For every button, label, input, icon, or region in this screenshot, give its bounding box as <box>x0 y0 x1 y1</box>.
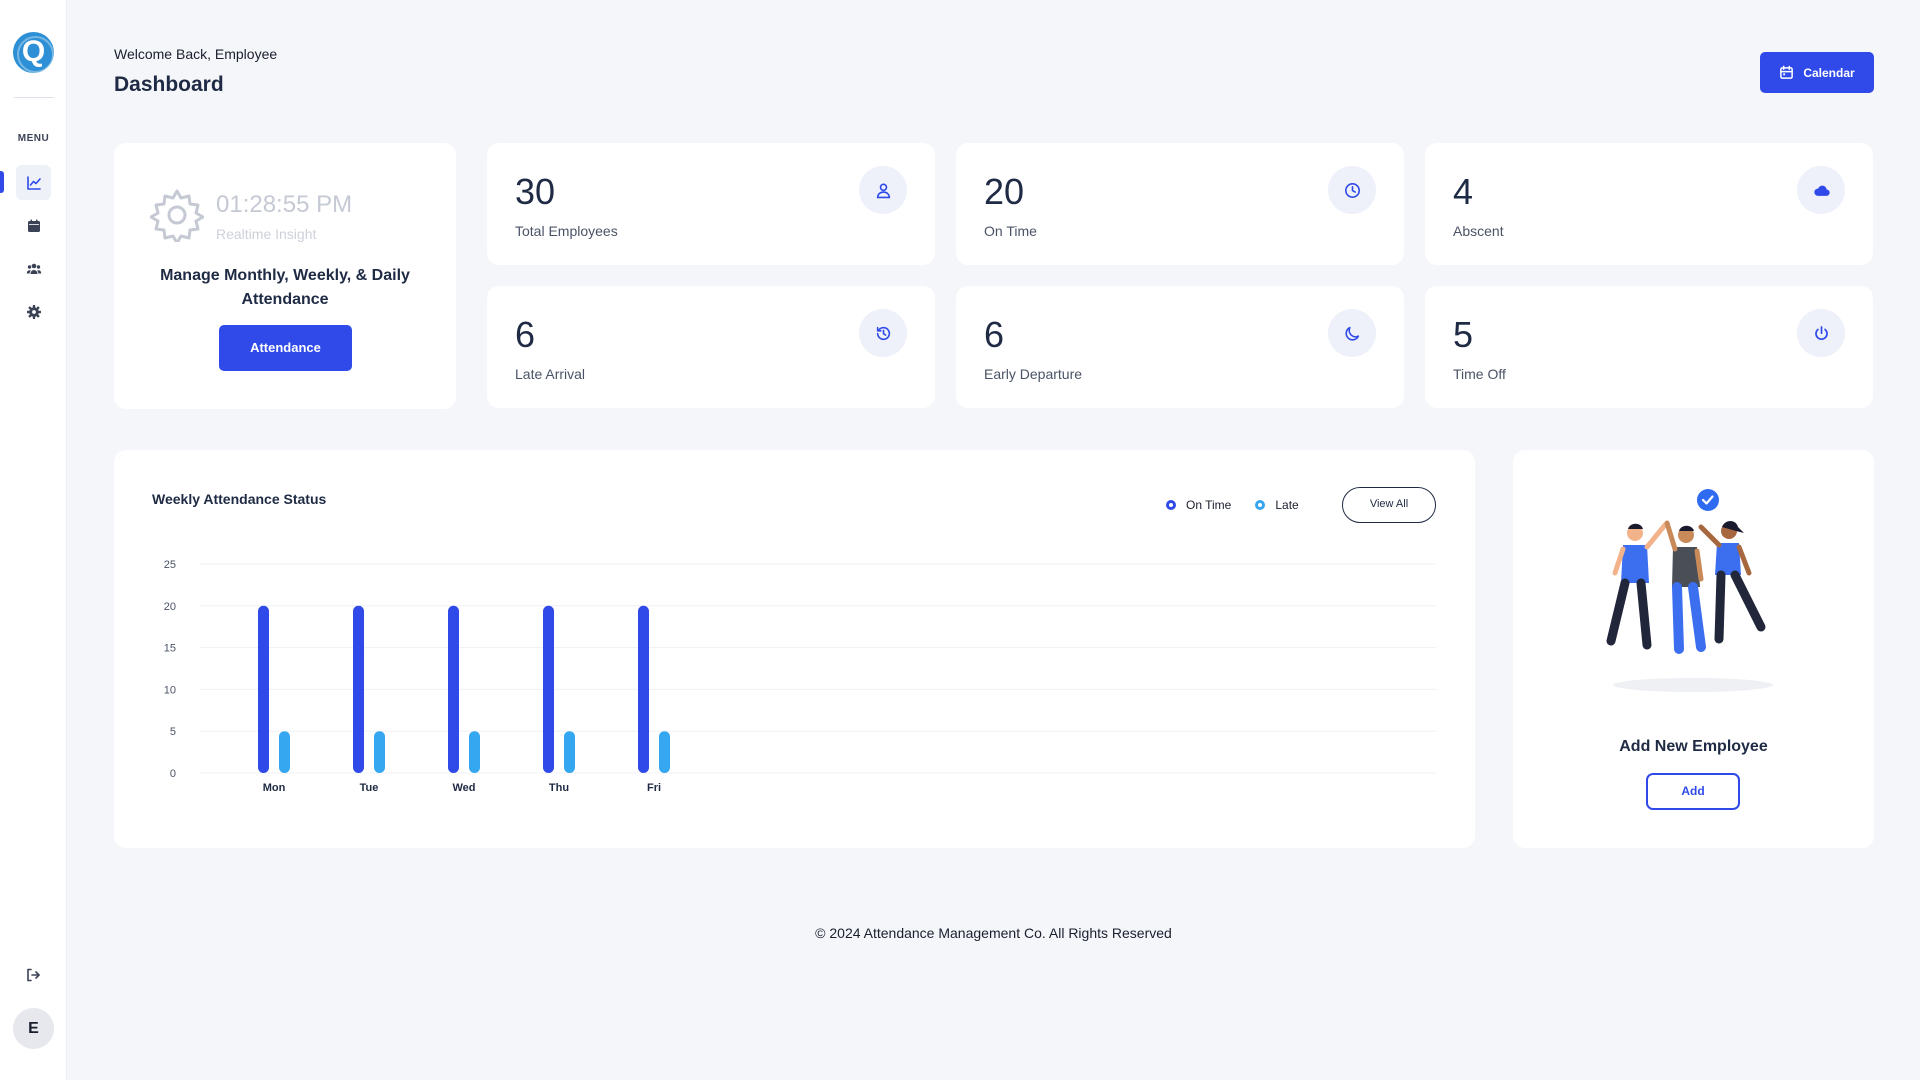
stat-icon-wrap <box>1797 309 1845 357</box>
nav-calendar[interactable] <box>16 208 51 243</box>
stat-icon-wrap <box>1797 166 1845 214</box>
y-tick-label: 20 <box>164 601 176 613</box>
y-tick-label: 10 <box>164 684 176 696</box>
y-tick-label: 25 <box>164 559 176 571</box>
sidebar: Q MENU E <box>0 0 67 1080</box>
stat-label: Total Employees <box>515 223 618 239</box>
legend-item-late[interactable]: Late <box>1255 498 1299 512</box>
y-tick-label: 5 <box>170 726 176 738</box>
stat-card-total-employees: 30 Total Employees <box>487 143 935 265</box>
stat-icon-wrap <box>1328 166 1376 214</box>
bar-on-time <box>543 605 554 773</box>
calendar-icon <box>27 219 40 232</box>
attendance-button[interactable]: Attendance <box>219 325 352 371</box>
menu-label: MENU <box>17 133 50 144</box>
clock-icon <box>1344 182 1360 198</box>
weekly-attendance-card: 0 5 10 15 20 25 Mon Tue Wed Thu Fri Weekly Attenda… <box>114 450 1475 848</box>
weekly-attendance-chart: 0 5 10 15 20 25 Mon Tue Wed Thu Fri <box>164 559 1436 794</box>
history-icon <box>876 326 890 340</box>
x-tick-label: Mon <box>263 782 286 794</box>
x-tick-label: Wed <box>452 782 475 794</box>
stat-label: Time Off <box>1453 366 1506 382</box>
nav-settings[interactable] <box>16 294 51 329</box>
stat-label: Abscent <box>1453 223 1504 239</box>
view-all-button[interactable]: View All <box>1342 487 1436 523</box>
stat-icon-wrap <box>859 166 907 214</box>
stat-icon-wrap <box>859 309 907 357</box>
active-indicator <box>0 171 4 193</box>
bar-late <box>564 731 575 773</box>
stat-value: 5 <box>1453 314 1474 355</box>
stat-card-absent: 4 Abscent <box>1425 143 1873 265</box>
insight-card: 01:28:55 PM Realtime Insight Manage Mont… <box>114 143 456 409</box>
gear-icon <box>150 189 204 242</box>
nav-dashboard[interactable] <box>16 165 51 200</box>
stat-value: 6 <box>984 314 1005 355</box>
power-icon <box>1814 325 1828 340</box>
add-employee-button[interactable]: Add <box>1646 773 1740 810</box>
bar-on-time <box>258 605 269 773</box>
team-high-five-illustration <box>1606 489 1773 692</box>
legend-item-on-time[interactable]: On Time <box>1166 498 1231 512</box>
x-tick-label: Thu <box>549 782 569 794</box>
stat-icon-wrap <box>1328 309 1376 357</box>
stat-card-late-arrival: 6 Late Arrival <box>487 286 935 408</box>
logout-button[interactable] <box>21 963 45 987</box>
app-logo[interactable]: Q <box>13 32 54 73</box>
sidebar-divider <box>14 97 54 98</box>
page-title: Dashboard <box>114 73 224 96</box>
calendar-button-label: Calendar <box>1803 65 1855 80</box>
cloud-icon <box>1813 185 1830 196</box>
stat-label: Early Departure <box>984 366 1083 382</box>
calendar-icon <box>1780 65 1794 79</box>
bar-late <box>279 731 290 773</box>
bar-late <box>469 731 480 773</box>
stat-value: 4 <box>1453 171 1474 212</box>
welcome-text: Welcome Back, Employee <box>114 46 278 62</box>
footer-copyright: © 2024 Attendance Management Co. All Rig… <box>815 925 1172 941</box>
stat-label: Late Arrival <box>515 366 586 382</box>
y-tick-label: 15 <box>164 643 176 655</box>
legend-label: On Time <box>1186 498 1232 512</box>
users-icon <box>26 263 41 274</box>
gear-icon <box>26 304 41 319</box>
bar-on-time <box>353 605 364 773</box>
bar-on-time <box>638 605 649 773</box>
chart-line-icon <box>26 175 41 190</box>
legend-label: Late <box>1275 498 1299 512</box>
stat-card-time-off: 5 Time Off <box>1425 286 1873 408</box>
chart-title: Weekly Attendance Status <box>152 491 327 507</box>
realtime-label: Realtime Insight <box>216 226 317 242</box>
bar-late <box>659 731 670 773</box>
user-icon <box>876 183 890 198</box>
logout-icon <box>27 968 40 982</box>
chart-legend: On Time Late <box>1166 498 1299 512</box>
stat-value: 20 <box>984 171 1025 212</box>
bar-on-time <box>448 605 459 773</box>
user-avatar[interactable]: E <box>13 1008 54 1049</box>
add-employee-title: Add New Employee <box>1619 738 1768 755</box>
add-employee-card: Add New Employee Add <box>1513 450 1874 848</box>
realtime-clock: 01:28:55 PM <box>216 191 353 218</box>
x-tick-label: Tue <box>360 782 379 794</box>
moon-icon <box>1344 326 1359 341</box>
calendar-button[interactable]: Calendar <box>1760 52 1874 93</box>
x-tick-label: Fri <box>647 782 661 794</box>
y-tick-label: 0 <box>170 768 176 780</box>
stat-card-early-departure: 6 Early Departure <box>956 286 1404 408</box>
stat-label: On Time <box>984 223 1037 239</box>
stat-value: 6 <box>515 314 536 355</box>
legend-dot <box>1166 500 1176 510</box>
legend-dot <box>1255 500 1266 510</box>
stat-card-on-time: 20 On Time <box>956 143 1404 265</box>
nav-employees[interactable] <box>16 251 51 286</box>
bar-late <box>374 731 385 773</box>
insight-headline: Manage Monthly, Weekly, & Daily Attendan… <box>160 267 410 308</box>
stat-value: 30 <box>515 171 556 212</box>
